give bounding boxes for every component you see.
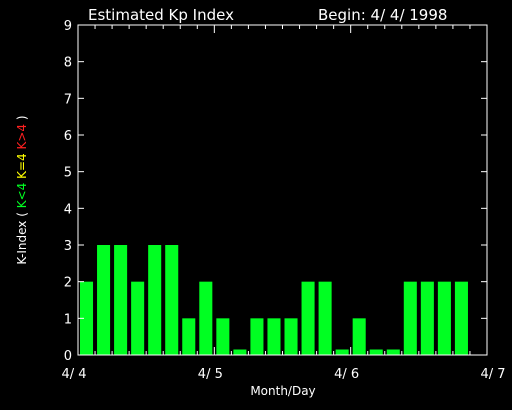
chart-subtitle: Begin: 4/ 4/ 1998 [318, 6, 447, 24]
kp-bar [97, 245, 111, 355]
bars [80, 245, 468, 355]
y-axis-label-high: K>4 [15, 124, 29, 150]
x-axis-label: Month/Day [250, 384, 315, 398]
chart-title: Estimated Kp Index [88, 6, 234, 24]
y-tick-label: 8 [64, 56, 72, 71]
y-tick-label: 2 [64, 276, 72, 291]
kp-bar [301, 281, 315, 355]
kp-bar [386, 349, 400, 355]
y-axis-label-prefix: K-Index ( [15, 212, 29, 264]
kp-bar [420, 281, 434, 355]
kp-bar [182, 318, 196, 355]
kp-bar [80, 281, 94, 355]
kp-bar [131, 281, 145, 355]
x-tick-label: 4/ 4 [61, 367, 86, 382]
y-tick-label: 9 [64, 19, 72, 34]
x-tick-label: 4/ 5 [198, 367, 223, 382]
kp-bar [233, 349, 247, 355]
y-axis-label-low: K<4 [15, 183, 29, 209]
y-axis-label-mid: K=4 [15, 153, 29, 179]
kp-bar [437, 281, 451, 355]
x-axis-ticks: 4/ 4 4/ 5 4/ 6 4/ 7 [61, 25, 506, 382]
kp-bar [250, 318, 264, 355]
x-tick-label: 4/ 6 [334, 367, 359, 382]
y-tick-label: 5 [64, 166, 72, 181]
kp-bar [165, 245, 179, 355]
y-axis-label: K-Index ( K<4 K=4 K>4 ) [15, 115, 29, 264]
kp-bar [454, 281, 468, 355]
kp-bar [267, 318, 281, 355]
y-tick-label: 6 [64, 129, 72, 144]
kp-bar [114, 245, 128, 355]
kp-bar [199, 281, 213, 355]
kp-bar [148, 245, 162, 355]
kp-bar [216, 318, 230, 355]
y-tick-label: 3 [64, 239, 72, 254]
y-tick-label: 4 [64, 202, 72, 217]
plot-frame [77, 24, 488, 356]
y-axis-label-suffix: ) [15, 115, 29, 120]
kp-bar [403, 281, 417, 355]
kp-bar [284, 318, 298, 355]
kp-bar [318, 281, 332, 355]
kp-bar [352, 318, 366, 355]
y-tick-label: 0 [64, 349, 72, 364]
kp-bar [369, 349, 383, 355]
kp-bar [335, 349, 349, 355]
y-tick-label: 7 [64, 92, 72, 107]
x-tick-label: 4/ 7 [480, 367, 505, 382]
y-tick-label: 1 [64, 312, 72, 327]
